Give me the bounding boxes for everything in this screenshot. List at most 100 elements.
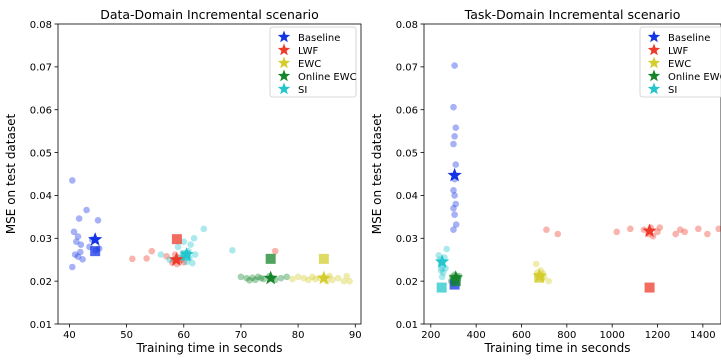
- data-point: [283, 274, 290, 281]
- legend-label: Online EWC: [298, 72, 357, 83]
- data-point: [329, 277, 336, 284]
- data-point: [200, 226, 207, 233]
- y-tick-label: 0.06: [396, 106, 418, 117]
- legend-label: EWC: [298, 59, 321, 70]
- data-point: [79, 256, 86, 263]
- data-point: [656, 224, 663, 231]
- y-tick-label: 0.02: [396, 277, 418, 288]
- x-tick-label: 1400: [690, 330, 715, 341]
- x-tick-label: 800: [557, 330, 576, 341]
- y-tick-label: 0.05: [30, 148, 52, 159]
- data-point: [143, 255, 150, 262]
- last-run-marker: [266, 254, 276, 264]
- y-tick-label: 0.08: [396, 20, 418, 31]
- chart-panel-1: Data-Domain Incremental scenario 0.01 0.02…: [4, 7, 362, 355]
- data-point: [289, 276, 296, 283]
- data-point: [238, 274, 245, 281]
- legend: Baseline LWF EWC Online EWC SI: [640, 27, 721, 97]
- data-point: [704, 231, 711, 238]
- y-tick-label: 0.03: [396, 234, 418, 245]
- chart-title: Data-Domain Incremental scenario: [100, 7, 319, 22]
- chart-title: Task-Domain Incremental scenario: [464, 7, 681, 22]
- data-point: [438, 267, 445, 274]
- data-point: [681, 229, 688, 236]
- y-tick-label: 0.01: [30, 320, 52, 331]
- data-point: [439, 274, 446, 281]
- legend-label: LWF: [298, 46, 319, 57]
- data-point: [187, 241, 194, 248]
- data-point: [450, 141, 457, 148]
- data-point: [627, 226, 634, 233]
- x-tick-label: 60: [177, 330, 190, 341]
- last-run-marker: [172, 234, 182, 244]
- x-axis-label: Training time in seconds: [484, 341, 631, 355]
- x-tick-label: 1000: [599, 330, 624, 341]
- data-point: [278, 275, 285, 282]
- x-tick-label: 90: [349, 330, 362, 341]
- data-point: [533, 261, 540, 268]
- data-point: [613, 229, 620, 236]
- x-tick-label: 400: [467, 330, 486, 341]
- x-tick-label: 200: [421, 330, 440, 341]
- x-axis-label: Training time in seconds: [136, 341, 283, 355]
- y-axis-label: MSE on test dataset: [4, 114, 18, 235]
- y-tick-label: 0.06: [30, 106, 52, 117]
- data-point: [554, 231, 561, 238]
- legend-label: Online EWC: [668, 72, 721, 83]
- plot-area: [69, 177, 353, 284]
- data-point: [69, 177, 76, 184]
- data-point: [69, 264, 76, 271]
- last-run-marker: [437, 283, 447, 293]
- legend-label: SI: [298, 85, 307, 96]
- data-point: [77, 249, 84, 256]
- data-point: [450, 205, 457, 212]
- data-point: [148, 248, 155, 255]
- legend-label: SI: [668, 85, 677, 96]
- data-point: [451, 211, 458, 218]
- legend: Baseline LWF EWC Online EWC SI: [270, 27, 357, 97]
- data-point: [715, 226, 721, 233]
- chart-panel-2: Task-Domain Incremental scenario 0.01 0.02…: [370, 7, 721, 355]
- data-point: [452, 161, 459, 168]
- legend-label: Baseline: [668, 33, 710, 44]
- data-point: [158, 251, 165, 258]
- data-point: [175, 244, 182, 251]
- data-point: [272, 248, 279, 255]
- y-tick-label: 0.07: [30, 63, 52, 74]
- x-tick-label: 50: [120, 330, 133, 341]
- data-point: [191, 235, 198, 242]
- legend-label: LWF: [668, 46, 689, 57]
- data-point: [229, 247, 236, 254]
- y-tick-label: 0.02: [30, 277, 52, 288]
- data-point: [335, 275, 342, 282]
- data-point: [129, 256, 136, 263]
- x-tick-label: 1200: [645, 330, 670, 341]
- data-point: [450, 104, 457, 111]
- data-point: [295, 274, 302, 281]
- y-tick-label: 0.01: [396, 320, 418, 331]
- data-point: [78, 241, 85, 248]
- x-tick-label: 80: [292, 330, 305, 341]
- data-point: [346, 278, 353, 285]
- legend-label: Baseline: [298, 33, 340, 44]
- mean-star-marker: [88, 232, 102, 246]
- data-point: [451, 62, 458, 69]
- y-tick-label: 0.08: [30, 20, 52, 31]
- data-point: [83, 207, 90, 214]
- y-axis-label: MSE on test dataset: [370, 114, 384, 235]
- data-point: [75, 233, 82, 240]
- data-point: [451, 192, 458, 199]
- last-run-marker: [645, 283, 655, 293]
- y-tick-label: 0.07: [396, 63, 418, 74]
- y-tick-label: 0.04: [396, 191, 418, 202]
- y-tick-label: 0.04: [30, 191, 52, 202]
- x-tick-label: 600: [512, 330, 531, 341]
- x-tick-label: 70: [235, 330, 248, 341]
- data-point: [189, 260, 196, 267]
- last-run-marker: [319, 254, 329, 264]
- legend-label: EWC: [668, 59, 691, 70]
- y-tick-label: 0.03: [30, 234, 52, 245]
- data-point: [450, 226, 457, 233]
- data-point: [543, 226, 550, 233]
